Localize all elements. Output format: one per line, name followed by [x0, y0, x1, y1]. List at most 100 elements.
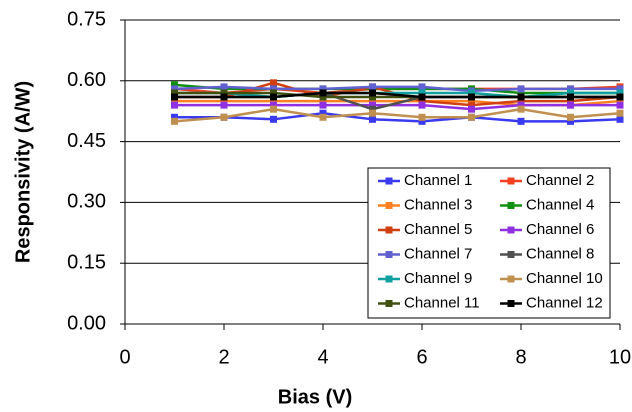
marker	[270, 93, 277, 101]
marker	[468, 113, 475, 121]
marker	[220, 93, 228, 101]
marker	[319, 109, 327, 117]
marker	[369, 97, 376, 105]
marker	[220, 83, 228, 91]
legend-label: Channel 8	[526, 245, 594, 262]
marker	[171, 97, 178, 105]
marker	[567, 113, 574, 121]
legend-label: Channel 4	[526, 196, 594, 213]
legend-marker	[385, 251, 393, 258]
marker	[468, 93, 475, 101]
marker	[270, 105, 277, 113]
marker	[270, 89, 277, 97]
y-tick-label: 0.30	[67, 191, 106, 213]
marker	[517, 105, 525, 113]
marker	[220, 101, 228, 109]
series-line	[174, 91, 620, 99]
marker	[517, 85, 525, 93]
marker	[517, 89, 525, 97]
marker	[319, 85, 327, 93]
marker	[270, 85, 277, 93]
marker	[616, 89, 624, 97]
series-line	[174, 103, 620, 111]
x-axis-title: Bias (V)	[278, 386, 352, 408]
marker	[567, 117, 574, 125]
marker	[468, 89, 475, 97]
marker	[171, 89, 178, 97]
marker	[171, 117, 178, 125]
marker	[319, 93, 327, 101]
legend-marker	[507, 251, 515, 258]
marker	[567, 85, 574, 93]
legend-label: Channel 5	[404, 221, 472, 238]
legend-label: Channel 2	[526, 172, 594, 189]
y-tick-label: 0.45	[67, 130, 106, 152]
x-tick-label: 10	[609, 346, 631, 368]
marker	[517, 117, 525, 125]
legend-label: Channel 12	[526, 294, 603, 311]
legend-label: Channel 9	[404, 270, 472, 287]
marker	[616, 101, 624, 109]
y-tick-label: 0.75	[67, 8, 106, 30]
marker	[369, 89, 376, 97]
marker	[418, 113, 426, 121]
legend-label: Channel 7	[404, 245, 472, 262]
marker	[369, 93, 376, 101]
marker	[171, 101, 178, 109]
marker	[418, 89, 426, 97]
marker	[418, 97, 426, 105]
marker	[319, 101, 327, 109]
marker	[270, 97, 277, 105]
legend-marker	[507, 226, 515, 234]
y-tick-label: 0.00	[67, 312, 106, 334]
marker	[369, 83, 376, 91]
marker	[616, 109, 624, 117]
marker	[171, 81, 178, 89]
marker	[567, 93, 574, 101]
marker	[220, 113, 228, 121]
legend-label: Channel 10	[526, 270, 603, 287]
legend-label: Channel 6	[526, 221, 594, 238]
marker	[517, 93, 525, 101]
marker	[468, 105, 475, 113]
marker	[567, 89, 574, 97]
marker	[616, 115, 624, 123]
y-tick-label: 0.60	[67, 69, 106, 91]
x-tick-label: 8	[515, 346, 526, 368]
series-line	[174, 107, 621, 123]
marker	[319, 113, 327, 121]
legend-marker	[385, 275, 393, 283]
marker	[468, 97, 475, 105]
legend-marker	[507, 177, 515, 185]
marker	[567, 97, 574, 105]
x-tick-label: 6	[416, 346, 427, 368]
series-line	[174, 91, 620, 99]
marker	[369, 115, 376, 123]
legend-label: Channel 3	[404, 196, 472, 213]
x-tick-label: 2	[218, 346, 229, 368]
marker	[616, 85, 624, 93]
marker	[270, 101, 277, 109]
marker	[270, 115, 277, 123]
marker	[171, 113, 178, 121]
legend-marker	[385, 202, 393, 209]
series-line	[174, 85, 620, 93]
y-axis-title: Responsivity (A/W)	[12, 81, 34, 263]
legend-box	[367, 167, 611, 319]
series-line	[174, 111, 621, 123]
marker	[567, 101, 574, 109]
marker	[220, 97, 228, 105]
marker	[319, 97, 327, 105]
marker	[319, 89, 327, 97]
marker	[369, 109, 376, 117]
x-tick-label: 0	[119, 346, 130, 368]
legend-marker	[385, 226, 393, 234]
marker	[369, 105, 376, 113]
marker	[418, 83, 426, 91]
marker	[418, 93, 426, 101]
marker	[171, 85, 178, 93]
legend-marker	[507, 300, 515, 307]
legend-marker	[385, 177, 393, 185]
marker	[220, 89, 228, 97]
